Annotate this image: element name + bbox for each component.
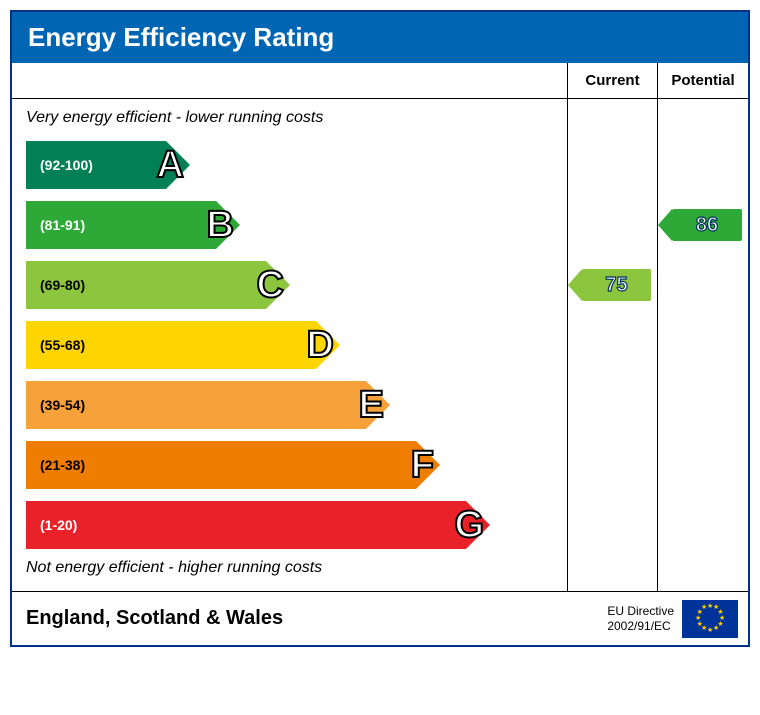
header-spacer <box>12 63 568 98</box>
band-row-a: (92-100) A <box>12 135 567 195</box>
potential-pointer-value: 86 <box>696 214 718 237</box>
band-range-a: (92-100) <box>26 157 93 173</box>
band-row-e: (39-54) E <box>12 375 567 435</box>
header-row: Current Potential <box>12 63 748 99</box>
band-range-g: (1-20) <box>26 517 77 533</box>
top-caption: Very energy efficient - lower running co… <box>12 105 567 135</box>
band-bar-e: (39-54)E <box>26 381 366 429</box>
band-bar-c: (69-80)C <box>26 261 266 309</box>
potential-pointer: 86 <box>672 209 742 241</box>
header-potential: Potential <box>658 63 748 98</box>
eu-flag-icon: ★★★★★★★★★★★★ <box>682 600 738 638</box>
band-row-b: (81-91) B <box>12 195 567 255</box>
band-row-g: (1-20) G <box>12 495 567 555</box>
band-letter-b: B <box>207 204 234 247</box>
band-letter-a: A <box>157 144 184 187</box>
epc-chart: Energy Efficiency Rating Current Potenti… <box>10 10 750 647</box>
header-current: Current <box>568 63 658 98</box>
band-bar-b: (81-91)B <box>26 201 216 249</box>
potential-column: 86 <box>658 99 748 591</box>
band-range-e: (39-54) <box>26 397 85 413</box>
band-bar-g: (1-20)G <box>26 501 466 549</box>
chart-title: Energy Efficiency Rating <box>12 12 748 63</box>
band-bar-f: (21-38)F <box>26 441 416 489</box>
current-pointer: 75 <box>582 269 651 301</box>
band-row-d: (55-68) D <box>12 315 567 375</box>
footer-row: England, Scotland & Wales EU Directive 2… <box>12 591 748 645</box>
directive-line1: EU Directive <box>607 604 674 618</box>
band-bar-a: (92-100)A <box>26 141 166 189</box>
bottom-caption: Not energy efficient - higher running co… <box>12 555 567 585</box>
band-letter-f: F <box>411 444 434 487</box>
chart-area: Very energy efficient - lower running co… <box>12 99 748 591</box>
band-range-f: (21-38) <box>26 457 85 473</box>
band-letter-g: G <box>454 504 484 547</box>
current-pointer-value: 75 <box>605 274 627 297</box>
band-bar-d: (55-68)D <box>26 321 316 369</box>
bars-column: Very energy efficient - lower running co… <box>12 99 568 591</box>
band-row-f: (21-38) F <box>12 435 567 495</box>
chart-body: Current Potential Very energy efficient … <box>12 63 748 645</box>
directive-line2: 2002/91/EC <box>607 619 674 633</box>
band-letter-c: C <box>257 264 284 307</box>
band-range-d: (55-68) <box>26 337 85 353</box>
band-letter-d: D <box>307 324 334 367</box>
current-column: 75 <box>568 99 658 591</box>
band-range-b: (81-91) <box>26 217 85 233</box>
band-range-c: (69-80) <box>26 277 85 293</box>
band-letter-e: E <box>359 384 384 427</box>
band-row-c: (69-80) C <box>12 255 567 315</box>
footer-directive: EU Directive 2002/91/EC <box>607 604 674 633</box>
footer-region: England, Scotland & Wales <box>26 607 607 630</box>
